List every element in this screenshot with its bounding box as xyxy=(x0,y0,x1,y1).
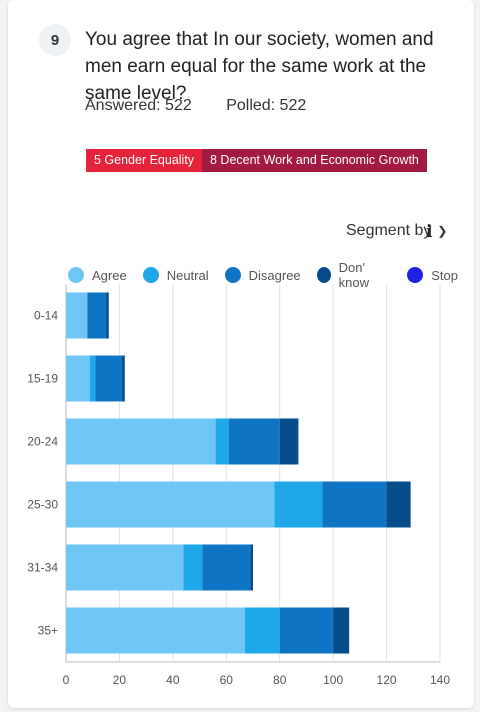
bar-segment[interactable] xyxy=(274,481,323,528)
legend-swatch xyxy=(407,267,424,283)
x-tick-label: 100 xyxy=(323,673,343,687)
stacked-bar-chart: 0 20 40 60 80 100 120 140 0-14 15-19 20-24 25-30 31-… xyxy=(27,284,450,687)
bar-segment[interactable] xyxy=(66,418,216,465)
answered-count: Answered: 522 xyxy=(85,97,192,114)
bar-segment[interactable] xyxy=(66,292,88,339)
y-tick-label: 15-19 xyxy=(27,372,58,386)
tag-decent-work[interactable]: 8 Decent Work and Economic Growth xyxy=(202,149,427,172)
x-tick-label: 20 xyxy=(113,673,127,687)
legend-swatch xyxy=(224,267,241,283)
x-tick-label: 0 xyxy=(63,673,70,687)
question-card: 9 You agree that In our society, women a… xyxy=(8,0,474,708)
x-tick-label: 60 xyxy=(220,673,234,687)
bar-segment[interactable] xyxy=(183,544,203,591)
bar-segment[interactable] xyxy=(386,481,411,528)
bar-segment[interactable] xyxy=(244,607,280,654)
legend-swatch xyxy=(68,267,84,283)
legend-label: Disagree xyxy=(248,267,301,283)
x-tick-label: 80 xyxy=(273,673,287,687)
bar-segment[interactable] xyxy=(66,607,245,654)
y-tick-label: 20-24 xyxy=(27,435,58,449)
legend-label: Don' know xyxy=(338,260,369,290)
legend-item[interactable]: Neutral xyxy=(142,260,209,290)
question-number-badge: 9 xyxy=(39,24,71,56)
tag-gender-equality[interactable]: 5 Gender Equality xyxy=(86,149,203,172)
bar-segment[interactable] xyxy=(333,607,350,654)
bar-segment[interactable] xyxy=(215,418,229,465)
chevron-down-icon: ❯ xyxy=(437,224,448,238)
bar-segment[interactable] xyxy=(228,418,280,465)
text-cursor-icon: ℹ xyxy=(426,222,433,241)
legend-item[interactable]: Agree xyxy=(68,260,127,290)
bar-segment[interactable] xyxy=(202,544,251,591)
legend-swatch xyxy=(142,267,159,283)
bar-segment[interactable] xyxy=(66,481,275,528)
bar-segment[interactable] xyxy=(95,355,123,402)
bar-segment[interactable] xyxy=(279,418,299,465)
polled-count: Polled: 522 xyxy=(226,97,307,114)
bar-segment[interactable] xyxy=(90,355,96,402)
legend-item[interactable]: Don' know xyxy=(316,260,392,290)
bar-segment[interactable] xyxy=(279,607,334,654)
bar-segment[interactable] xyxy=(66,544,184,591)
y-tick-label: 31-34 xyxy=(27,561,58,575)
y-tick-label: 35+ xyxy=(38,624,58,638)
x-tick-label: 40 xyxy=(166,673,180,687)
question-text: You agree that In our society, women and… xyxy=(85,29,434,104)
chart-legend: Agree Neutral Disagree Don' know Stop xyxy=(68,260,474,290)
x-tick-label: 140 xyxy=(430,673,450,687)
segment-by-dropdown[interactable]: Segment by ❯ xyxy=(346,222,447,240)
legend-label: Neutral xyxy=(166,267,209,283)
bar-segment[interactable] xyxy=(322,481,387,528)
bar-segment[interactable] xyxy=(122,355,125,402)
response-stats: Answered: 522 Polled: 522 xyxy=(85,97,336,115)
bar-segment[interactable] xyxy=(250,544,253,591)
x-tick-label: 120 xyxy=(377,673,397,687)
bar-segment[interactable] xyxy=(87,292,107,339)
bar-segment[interactable] xyxy=(106,292,109,339)
legend-item[interactable]: Disagree xyxy=(224,260,301,290)
legend-label: Stop xyxy=(431,267,458,283)
legend-item[interactable]: Stop xyxy=(407,260,458,290)
y-tick-label: 25-30 xyxy=(27,498,58,512)
legend-swatch xyxy=(316,267,331,283)
segment-by-label: Segment by xyxy=(346,222,432,239)
legend-label: Agree xyxy=(92,267,127,283)
bar-segment[interactable] xyxy=(66,355,91,402)
y-tick-label: 0-14 xyxy=(34,309,58,323)
